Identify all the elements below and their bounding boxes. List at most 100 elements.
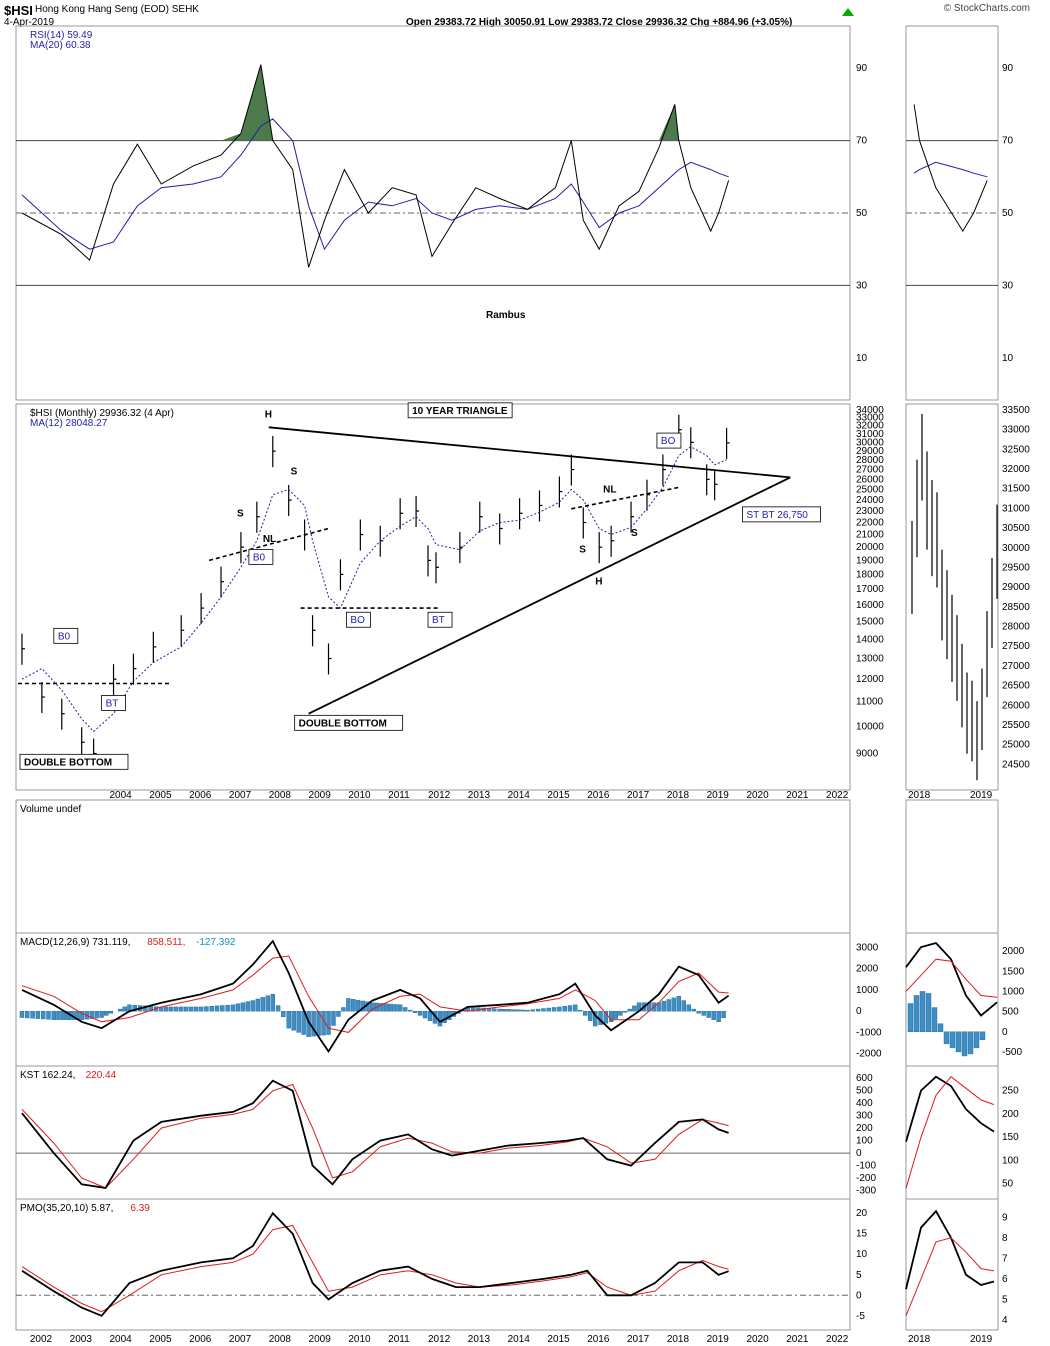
macd-ytick: -1000 bbox=[856, 1027, 882, 1038]
price-ytick: 13000 bbox=[856, 654, 884, 665]
pmo-xtick: 2015 bbox=[547, 1334, 570, 1345]
annotation-box bbox=[248, 549, 274, 565]
macd-histogram-bar bbox=[56, 1010, 61, 1020]
annotation-box bbox=[407, 402, 513, 419]
kst-ytick: -200 bbox=[856, 1173, 876, 1184]
price-xtick: 2018 bbox=[667, 790, 690, 801]
pmo-panel-frame bbox=[15, 1198, 851, 1331]
price-xtick: 2020 bbox=[746, 790, 769, 801]
brand-label: © StockCharts.com bbox=[943, 3, 1030, 14]
kst-ytick: 600 bbox=[856, 1073, 873, 1084]
annotation-label: DOUBLE BOTTOM bbox=[24, 757, 112, 768]
pmo-xtick: 2019 bbox=[707, 1334, 730, 1345]
macd-histogram-bar bbox=[355, 999, 361, 1012]
macd-histogram-bar bbox=[291, 1010, 296, 1031]
pmo-xtick: 2013 bbox=[468, 1334, 491, 1345]
macd-histogram-bar bbox=[79, 1010, 84, 1020]
macd-histogram-bar bbox=[143, 1005, 148, 1012]
annotation-box bbox=[427, 611, 453, 628]
macd-histogram-bar bbox=[245, 1001, 251, 1012]
macd-inset-histogram-bar bbox=[961, 1031, 968, 1057]
pmo-xtick: 2020 bbox=[746, 1334, 769, 1345]
annotation-box bbox=[742, 506, 821, 523]
macd-histogram-bar bbox=[60, 1010, 66, 1020]
macd-histogram-bar bbox=[627, 1008, 632, 1012]
annotation-label: 10 YEAR TRIANGLE bbox=[412, 406, 508, 417]
macd-inset-ytick: 2000 bbox=[1002, 946, 1025, 957]
pmo-inset-xtick: 2019 bbox=[970, 1334, 993, 1345]
macd-histogram-bar bbox=[402, 1007, 408, 1012]
macd-histogram-bar bbox=[407, 1009, 413, 1012]
price-ytick: 33000 bbox=[856, 413, 884, 424]
pmo-xtick: 2022 bbox=[826, 1334, 849, 1345]
kst-ytick: -100 bbox=[856, 1161, 876, 1172]
macd-histogram-bar bbox=[437, 1010, 443, 1027]
price-inset-ytick: 27500 bbox=[1002, 641, 1030, 652]
price-inset-ytick: 25000 bbox=[1002, 740, 1030, 751]
macd-inset-ytick: 500 bbox=[1002, 1007, 1019, 1018]
macd-inset-ytick: -500 bbox=[1002, 1047, 1022, 1058]
macd-histogram-bar bbox=[525, 1009, 530, 1012]
price-inset-ytick: 25500 bbox=[1002, 720, 1030, 731]
price-ytick: 14000 bbox=[856, 634, 884, 645]
volume-inset-frame bbox=[905, 799, 999, 934]
macd-histogram-bar bbox=[562, 1006, 567, 1012]
price-inset-ytick: 33000 bbox=[1002, 425, 1030, 436]
macd-histogram-bar bbox=[204, 1006, 209, 1012]
price-ytick: 17000 bbox=[856, 584, 884, 595]
macd-histogram-bar bbox=[35, 1010, 41, 1019]
volume-panel-frame bbox=[15, 799, 851, 934]
pmo-inset-ytick: 9 bbox=[1002, 1212, 1008, 1223]
symbol-name: Hong Kong Hang Seng (EOD) SEHK bbox=[35, 4, 199, 15]
macd-histogram-bar bbox=[696, 1010, 701, 1014]
rsi-line bbox=[21, 64, 730, 268]
rsi-ytick: 10 bbox=[856, 353, 868, 364]
macd-inset-ytick: 1000 bbox=[1002, 986, 1025, 997]
rsi-inset-ytick: 90 bbox=[1002, 63, 1014, 74]
price-ytick: 19000 bbox=[856, 555, 884, 566]
macd-histogram-bar bbox=[588, 1010, 593, 1021]
price-xtick: 2010 bbox=[348, 790, 371, 801]
pmo-inset-frame bbox=[905, 1198, 999, 1331]
price-ytick: 27000 bbox=[856, 465, 884, 476]
macd-histogram-bar bbox=[122, 1006, 128, 1012]
macd-histogram-bar bbox=[260, 997, 266, 1012]
price-xtick: 2021 bbox=[786, 790, 809, 801]
rsi-inset-ytick: 10 bbox=[1002, 353, 1014, 364]
pmo-xtick: 2012 bbox=[428, 1334, 451, 1345]
macd-inset-histogram-bar bbox=[973, 1031, 980, 1049]
chart-header: $HSI Hong Kong Hang Seng (EOD) SEHK 4-Ap… bbox=[0, 0, 1050, 32]
kst-inset-ytick: 100 bbox=[1002, 1155, 1019, 1166]
price-ytick: 24000 bbox=[856, 495, 884, 506]
price-ytick: 34000 bbox=[856, 405, 884, 416]
price-xtick: 2012 bbox=[428, 790, 451, 801]
macd-histogram-bar bbox=[255, 998, 261, 1012]
price-inset-xtick: 2019 bbox=[970, 790, 993, 801]
price-xtick: 2019 bbox=[707, 790, 730, 801]
macd-histogram-bar bbox=[551, 1007, 557, 1012]
macd-histogram-bar bbox=[632, 1005, 637, 1012]
kst-inset-ytick: 200 bbox=[1002, 1109, 1019, 1120]
macd-inset-ytick: 1500 bbox=[1002, 966, 1025, 977]
price-inset-ytick: 32000 bbox=[1002, 464, 1030, 475]
macd-histogram-bar bbox=[541, 1008, 546, 1012]
kst-signal-line bbox=[21, 1083, 729, 1189]
kst-inset-line bbox=[905, 1075, 995, 1143]
price-ytick: 9000 bbox=[856, 749, 879, 760]
price-ytick: 11000 bbox=[856, 697, 884, 708]
rsi-inset-ma-line bbox=[913, 161, 988, 178]
kst-inset-ytick: 50 bbox=[1002, 1179, 1014, 1190]
macd-histogram-bar bbox=[164, 1006, 169, 1012]
rsi-ytick: 90 bbox=[856, 63, 868, 74]
macd-histogram-bar bbox=[30, 1010, 35, 1019]
kst-ytick: 100 bbox=[856, 1136, 873, 1147]
macd-histogram-bar bbox=[46, 1010, 51, 1020]
price-inset-ytick: 31000 bbox=[1002, 503, 1030, 514]
price-xtick: 2007 bbox=[229, 790, 252, 801]
macd-histogram-bar bbox=[388, 1003, 394, 1012]
pmo-inset-ytick: 6 bbox=[1002, 1274, 1008, 1285]
macd-histogram-bar bbox=[275, 1005, 281, 1012]
macd-histogram-bar bbox=[104, 1010, 109, 1016]
macd-histogram-bar bbox=[250, 1000, 256, 1012]
